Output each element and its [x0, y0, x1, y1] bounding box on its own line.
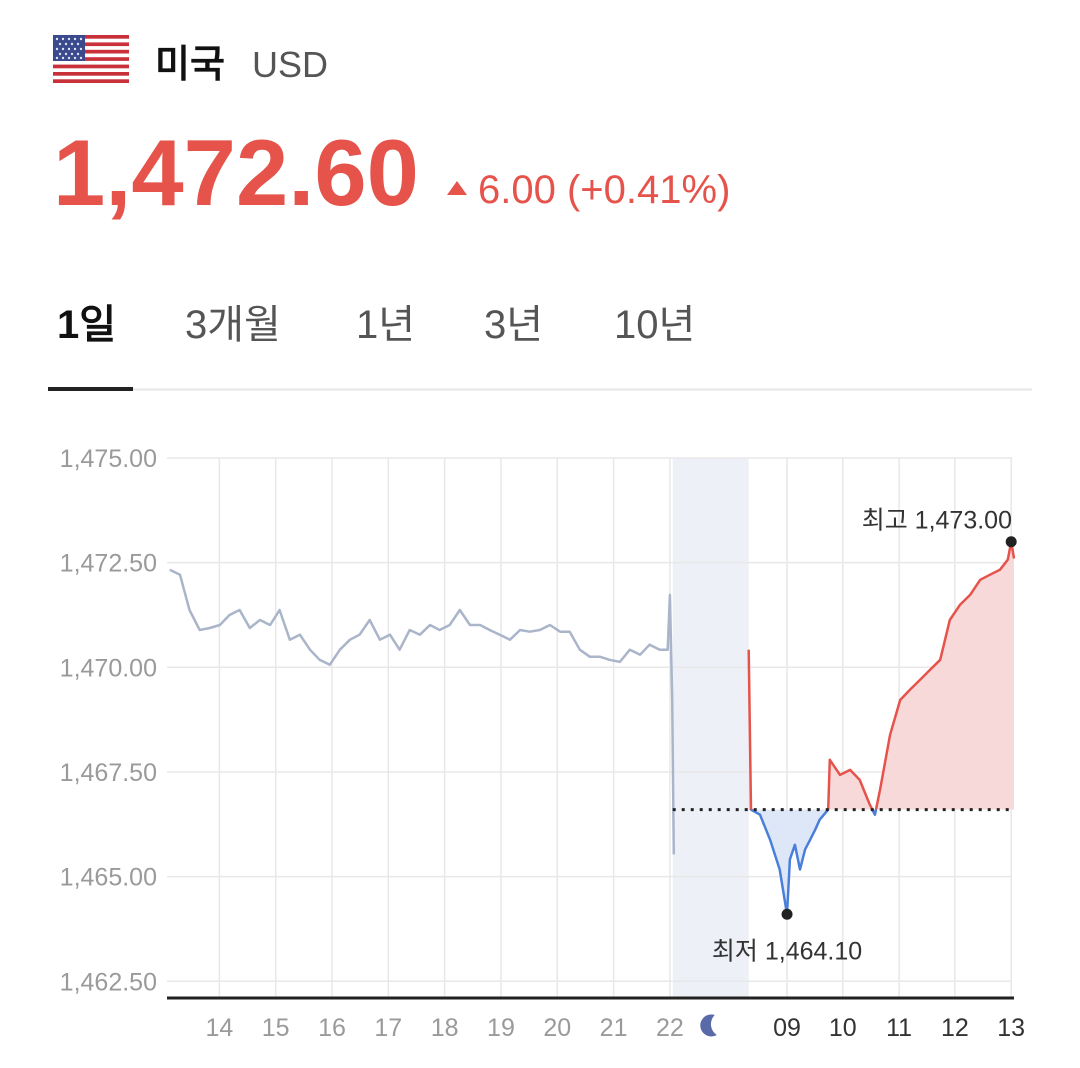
up-arrow-icon — [447, 181, 467, 195]
x-tick-label: 09 — [773, 1014, 801, 1042]
price: 1,472.60 — [53, 120, 419, 225]
price-line — [747, 540, 1016, 916]
period-tab[interactable]: 1일 — [57, 303, 116, 347]
high-value: 1,473.00 — [915, 507, 1012, 535]
currency-code: USD — [252, 44, 328, 85]
low-title: 최저 — [712, 937, 758, 965]
change-percent: (+0.41%) — [567, 168, 730, 212]
low-value: 1,464.10 — [765, 937, 862, 965]
area-fill — [748, 541, 1014, 915]
x-tick-label: 20 — [543, 1014, 571, 1042]
low-label: 최저 1,464.10 — [712, 937, 862, 965]
y-tick-label: 1,467.50 — [60, 759, 157, 787]
price-line — [169, 568, 676, 855]
active-tab-indicator — [48, 387, 133, 391]
period-tab[interactable]: 10년 — [614, 303, 695, 347]
y-tick-label: 1,465.00 — [60, 864, 157, 892]
high-title: 최고 — [862, 507, 908, 535]
x-tick-label: 19 — [487, 1014, 515, 1042]
closed-market-band — [672, 458, 749, 998]
change-value: 6.00 — [478, 168, 556, 212]
period-tabs: 1일 3개월 1년 3년 10년 — [57, 303, 695, 347]
y-tick-label: 1,470.00 — [60, 654, 157, 682]
chart: 1,475.00 1,472.50 1,470.00 1,467.50 1,465.00… — [60, 445, 1025, 1042]
y-tick-label: 1,472.50 — [60, 550, 157, 578]
y-tick-label: 1,475.00 — [60, 445, 157, 473]
flag-icon — [53, 35, 129, 83]
x-tick-label: 12 — [941, 1014, 969, 1042]
price-change: 6.00 (+0.41%) — [478, 168, 730, 212]
high-marker — [1005, 536, 1017, 548]
y-tick-label: 1,462.50 — [60, 968, 157, 996]
period-tab[interactable]: 3년 — [484, 303, 543, 347]
x-tick-label: 11 — [886, 1014, 912, 1042]
x-tick-label: 17 — [374, 1014, 402, 1042]
x-tick-label: 18 — [431, 1014, 459, 1042]
x-tick-label: 22 — [656, 1014, 684, 1042]
period-tab[interactable]: 1년 — [356, 303, 415, 347]
low-marker — [781, 908, 793, 920]
x-tick-label: 16 — [318, 1014, 346, 1042]
high-label: 최고 1,473.00 — [862, 507, 1012, 535]
country-name: 미국 — [155, 44, 225, 86]
period-tab[interactable]: 3개월 — [185, 303, 281, 347]
x-tick-label: 13 — [997, 1014, 1025, 1042]
x-tick-label: 21 — [600, 1014, 628, 1042]
x-tick-label: 10 — [829, 1014, 857, 1042]
night-icon — [700, 1014, 717, 1037]
x-tick-label: 15 — [262, 1014, 290, 1042]
x-tick-label: 14 — [205, 1014, 233, 1042]
